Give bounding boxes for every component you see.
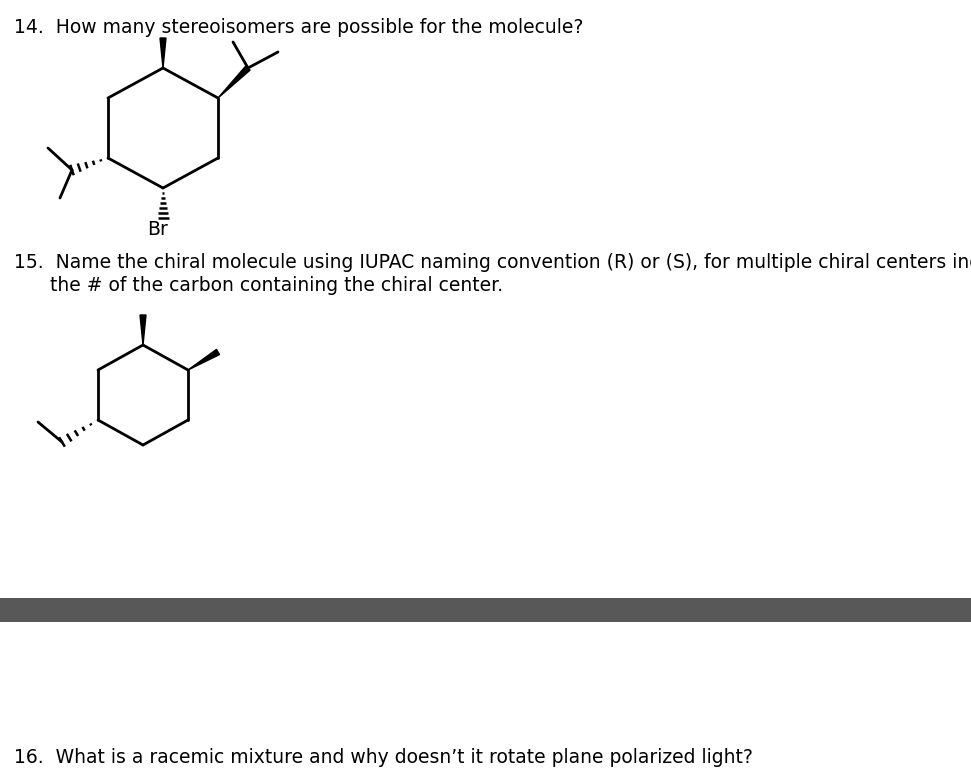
Bar: [0, 598, 971, 622]
Polygon shape: [160, 38, 166, 68]
Text: the # of the carbon containing the chiral center.: the # of the carbon containing the chira…: [14, 276, 503, 295]
Polygon shape: [188, 350, 219, 370]
Text: 15.  Name the chiral molecule using IUPAC naming convention (R) or (S), for mult: 15. Name the chiral molecule using IUPAC…: [14, 253, 971, 272]
Text: Br: Br: [148, 220, 168, 239]
Text: 14.  How many stereoisomers are possible for the molecule?: 14. How many stereoisomers are possible …: [14, 18, 584, 37]
Polygon shape: [140, 315, 146, 345]
Polygon shape: [218, 66, 251, 98]
Text: 16.  What is a racemic mixture and why doesn’t it rotate plane polarized light?: 16. What is a racemic mixture and why do…: [14, 748, 753, 767]
